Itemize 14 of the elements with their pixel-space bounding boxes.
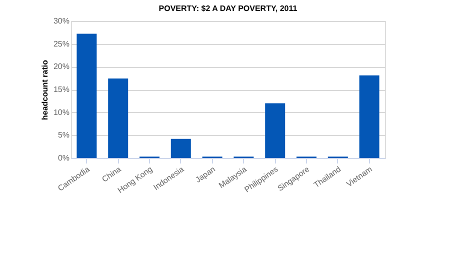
bar	[265, 103, 286, 158]
chart-title: POVERTY: $2 A DAY POVERTY, 2011	[158, 4, 298, 13]
y-axis-title: headcount ratio	[40, 60, 50, 120]
y-tick-label: 25%	[53, 39, 70, 48]
bar	[170, 138, 191, 158]
bar	[76, 34, 97, 158]
y-tick-label: 10%	[53, 108, 70, 117]
y-tick-label: 5%	[58, 130, 70, 140]
bar	[108, 78, 128, 158]
y-tick-label: 30%	[53, 16, 70, 26]
y-tick-label: 20%	[53, 62, 70, 72]
y-tick-label: 0%	[58, 154, 70, 162]
bar	[359, 75, 380, 158]
y-tick-label: 15%	[53, 85, 70, 94]
